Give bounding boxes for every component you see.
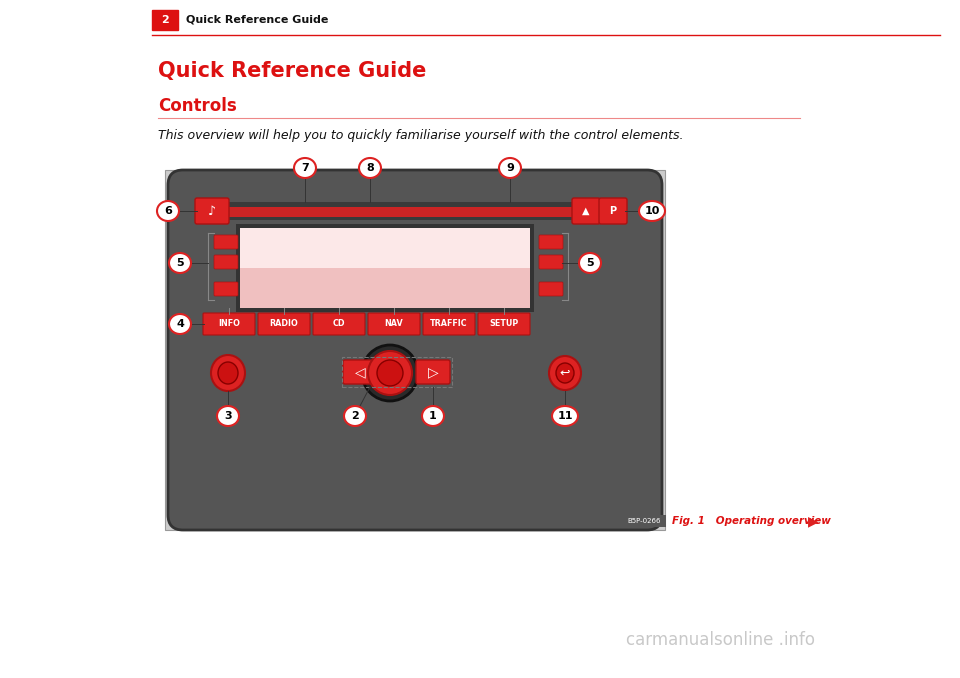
Text: 10: 10 [644,206,660,216]
Text: RADIO: RADIO [270,319,299,329]
FancyBboxPatch shape [214,235,238,249]
Bar [240,228,530,268]
Text: 5: 5 [177,258,183,268]
Bar [342,357,452,387]
FancyBboxPatch shape [423,313,475,335]
Text: Quick Reference Guide: Quick Reference Guide [186,15,328,25]
Text: 6: 6 [164,206,172,216]
Ellipse shape [422,406,444,426]
FancyBboxPatch shape [165,170,665,530]
Text: 5: 5 [587,258,594,268]
Circle shape [362,345,418,401]
Bar [210,207,620,217]
Text: ▲: ▲ [583,206,589,216]
Text: ◁: ◁ [354,365,366,379]
Ellipse shape [169,253,191,273]
Text: INFO: INFO [218,319,240,329]
Circle shape [377,360,403,386]
FancyBboxPatch shape [343,360,377,384]
Text: 7: 7 [301,163,309,173]
Text: 9: 9 [506,163,514,173]
Text: TRAFFIC: TRAFFIC [430,319,468,329]
FancyBboxPatch shape [539,255,563,269]
FancyBboxPatch shape [572,198,600,224]
Text: B5P-0266: B5P-0266 [627,518,660,524]
Ellipse shape [549,356,581,390]
Ellipse shape [211,355,245,391]
Text: 3: 3 [225,411,231,421]
Text: ↩: ↩ [560,367,570,380]
Bar [236,224,534,312]
Text: P: P [610,206,616,216]
Text: ▶: ▶ [808,514,819,528]
Ellipse shape [217,406,239,426]
Text: 2: 2 [351,411,359,421]
Text: Controls: Controls [158,97,237,115]
Ellipse shape [294,158,316,178]
FancyBboxPatch shape [203,313,255,335]
Bar [205,202,625,220]
Ellipse shape [218,362,238,384]
Ellipse shape [552,406,578,426]
FancyBboxPatch shape [214,255,238,269]
Text: carmanualsonline .info: carmanualsonline .info [626,631,814,649]
Ellipse shape [169,314,191,334]
FancyBboxPatch shape [599,198,627,224]
Ellipse shape [556,363,574,383]
Text: SETUP: SETUP [490,319,518,329]
Text: Quick Reference Guide: Quick Reference Guide [158,61,426,81]
Bar [240,268,530,308]
Text: NAV: NAV [385,319,403,329]
Text: ♪: ♪ [208,205,216,218]
Ellipse shape [499,158,521,178]
FancyBboxPatch shape [195,198,229,224]
Ellipse shape [579,253,601,273]
Text: 8: 8 [366,163,373,173]
FancyBboxPatch shape [168,170,662,530]
FancyBboxPatch shape [478,313,530,335]
Text: CD: CD [333,319,346,329]
Text: Fig. 1   Operating overview: Fig. 1 Operating overview [672,516,830,526]
Ellipse shape [344,406,366,426]
Text: 1: 1 [429,411,437,421]
Ellipse shape [157,201,179,221]
FancyBboxPatch shape [313,313,365,335]
Ellipse shape [359,158,381,178]
Text: 2: 2 [161,15,169,25]
Bar [622,515,666,527]
Text: ▷: ▷ [428,365,439,379]
FancyBboxPatch shape [214,282,238,296]
Text: 4: 4 [176,319,184,329]
Bar [152,10,178,30]
FancyBboxPatch shape [368,313,420,335]
FancyBboxPatch shape [258,313,310,335]
Text: 11: 11 [557,411,573,421]
Circle shape [368,351,412,395]
FancyBboxPatch shape [539,282,563,296]
FancyBboxPatch shape [416,360,450,384]
Ellipse shape [639,201,665,221]
FancyBboxPatch shape [539,235,563,249]
Text: This overview will help you to quickly familiarise yourself with the control ele: This overview will help you to quickly f… [158,129,684,142]
